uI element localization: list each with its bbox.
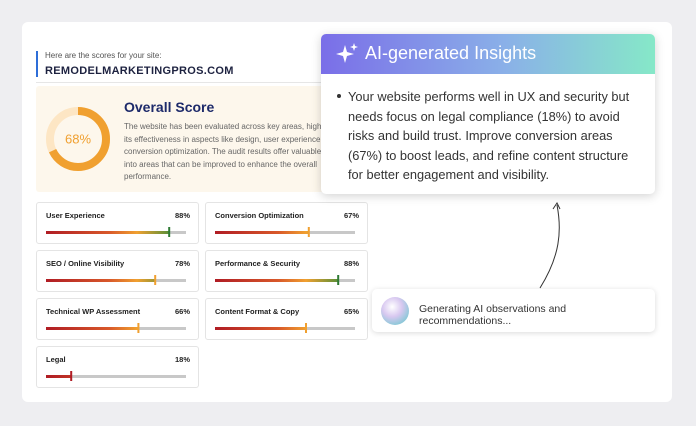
insights-title: AI-generated Insights [365,43,537,63]
score-title: Overall Score [124,99,215,115]
metric-name: Legal [46,355,66,364]
metric-card: SEO / Online Visibility 78% [36,250,199,292]
metric-name: Conversion Optimization [215,211,304,220]
bar-marker [70,371,73,381]
bar-marker [137,323,140,333]
score-description: The website has been evaluated across ke… [124,122,351,181]
metric-name: SEO / Online Visibility [46,259,125,268]
score-label: 68% [65,131,91,146]
metric-card: Legal 18% [36,346,199,388]
metric-name: Content Format & Copy [215,307,300,316]
bar-fill [215,231,309,234]
metric-percent: 67% [343,211,359,220]
donut-arc [46,107,110,171]
metric-bar [46,371,186,381]
metric-card: User Experience 88% [36,202,199,244]
site-name: REMODELMARKETINGPROS.COM [45,65,234,77]
accent-bar [36,51,38,77]
metric-card: Technical WP Assessment 66% [36,298,199,340]
bullet [337,94,341,98]
metric-card: Performance & Security 88% [205,250,368,292]
metric-percent: 78% [174,259,190,268]
bar-marker [154,275,157,285]
metric-bar [46,227,186,237]
sparkle-icon [336,43,358,63]
bar-fill [46,375,72,378]
insights-header [321,34,655,74]
divider [36,82,366,83]
bar-fill [215,327,306,330]
overall-score-box: 68% Overall Score The website has been e… [36,86,366,192]
metric-percent: 66% [174,307,190,316]
bar-marker [307,227,310,237]
insights-text: Your website performs well in UX and sec… [348,89,630,182]
metric-name: User Experience [46,211,105,220]
score-donut: 68% [46,107,110,171]
metric-bar [46,323,186,333]
metric-percent: 88% [343,259,359,268]
bar-fill [46,279,156,282]
metric-card: Content Format & Copy 65% [205,298,368,340]
metric-card: Conversion Optimization 67% [205,202,368,244]
metric-bar [215,227,355,237]
bar-fill [46,231,170,234]
bar-track [46,375,186,378]
connector-arrow [539,202,561,289]
ai-orb [381,297,409,325]
bar-marker [337,275,340,285]
metric-bar [215,323,355,333]
metric-percent: 65% [343,307,359,316]
metric-name: Technical WP Assessment [46,307,141,316]
insights-card: AI-generated Insights Your website perfo… [321,34,655,194]
bar-marker [305,323,307,333]
metric-percent: 18% [174,355,190,364]
metric-name: Performance & Security [215,259,301,268]
status-text: Generating AI observations and recommend… [419,303,567,327]
metric-bar [215,275,355,285]
bar-fill [46,327,139,330]
status-pill: Generating AI observations and recommend… [372,289,655,332]
intro-text: Here are the scores for your site: [45,51,162,60]
metric-bar [46,275,186,285]
bar-marker [168,227,171,237]
bar-fill [215,279,339,282]
metric-percent: 88% [174,211,190,220]
